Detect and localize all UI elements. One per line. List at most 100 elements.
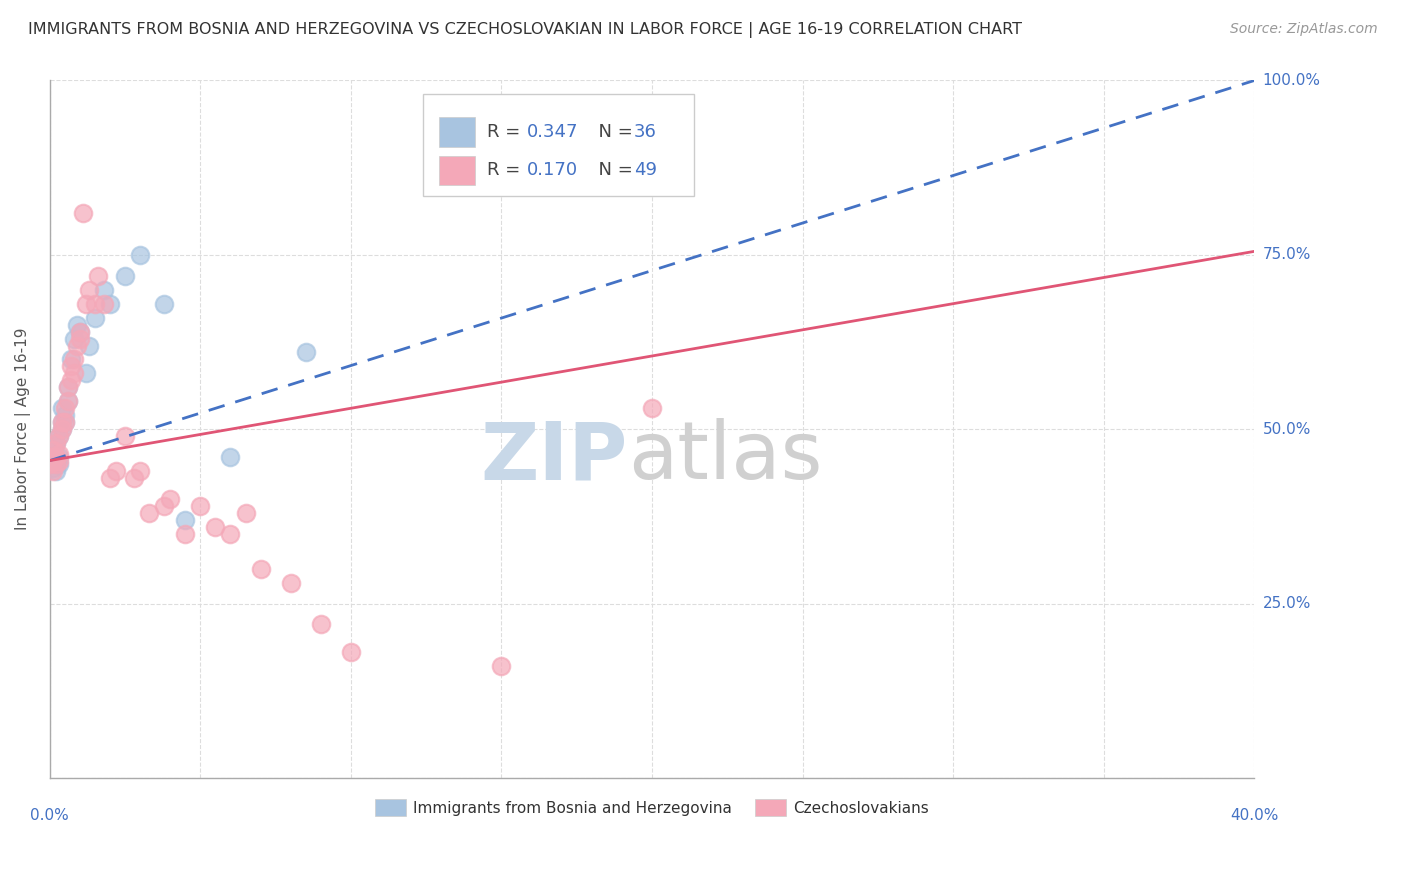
Text: 75.0%: 75.0%	[1263, 247, 1310, 262]
Point	[59, 373, 82, 387]
Point	[66, 338, 89, 352]
Point	[122, 471, 145, 485]
Point	[42, 453, 65, 467]
Y-axis label: In Labor Force | Age 16-19: In Labor Force | Age 16-19	[15, 328, 31, 531]
Text: N =: N =	[588, 123, 638, 141]
Point	[48, 450, 70, 464]
Point	[48, 453, 70, 467]
Point	[188, 499, 211, 513]
Point	[45, 457, 67, 471]
Point	[75, 367, 97, 381]
Point	[48, 429, 70, 443]
Point	[491, 659, 513, 673]
Point	[77, 338, 100, 352]
Point	[219, 450, 242, 464]
Text: IMMIGRANTS FROM BOSNIA AND HERZEGOVINA VS CZECHOSLOVAKIAN IN LABOR FORCE | AGE 1: IMMIGRANTS FROM BOSNIA AND HERZEGOVINA V…	[28, 22, 1022, 38]
Point	[114, 268, 136, 283]
Point	[42, 464, 65, 478]
Point	[59, 352, 82, 367]
Bar	[439, 156, 475, 186]
Point	[59, 359, 82, 374]
Point	[93, 283, 115, 297]
Point	[56, 380, 79, 394]
Point	[174, 513, 197, 527]
Point	[42, 443, 65, 458]
Legend: Immigrants from Bosnia and Herzegovina, Czechoslovakians: Immigrants from Bosnia and Herzegovina, …	[368, 793, 935, 822]
Point	[340, 645, 363, 659]
Point	[69, 325, 91, 339]
Point	[38, 457, 60, 471]
Text: 25.0%: 25.0%	[1263, 596, 1310, 611]
Point	[42, 447, 65, 461]
Point	[294, 345, 316, 359]
Point	[38, 450, 60, 464]
Point	[51, 415, 73, 429]
Point	[249, 562, 271, 576]
Text: atlas: atlas	[628, 418, 823, 496]
Bar	[439, 118, 475, 147]
Point	[45, 453, 67, 467]
Point	[63, 367, 86, 381]
Point	[45, 457, 67, 471]
Text: R =: R =	[486, 161, 526, 179]
Point	[56, 380, 79, 394]
Point	[56, 394, 79, 409]
Text: 50.0%: 50.0%	[1263, 422, 1310, 437]
Point	[159, 491, 181, 506]
Point	[53, 409, 76, 423]
Point	[98, 471, 121, 485]
Point	[63, 352, 86, 367]
Text: ZIP: ZIP	[481, 418, 628, 496]
Point	[98, 296, 121, 310]
Point	[75, 296, 97, 310]
Text: 40.0%: 40.0%	[1230, 808, 1278, 823]
Point	[48, 429, 70, 443]
Point	[48, 447, 70, 461]
Text: 0.0%: 0.0%	[31, 808, 69, 823]
Point	[45, 464, 67, 478]
Point	[42, 453, 65, 467]
Point	[280, 575, 302, 590]
Point	[77, 283, 100, 297]
Point	[105, 464, 128, 478]
Point	[66, 318, 89, 332]
Point	[153, 499, 176, 513]
Point	[219, 526, 242, 541]
Point	[174, 526, 197, 541]
Text: N =: N =	[588, 161, 638, 179]
Point	[153, 296, 176, 310]
Point	[42, 460, 65, 475]
Point	[114, 429, 136, 443]
Point	[204, 520, 226, 534]
Point	[641, 401, 664, 416]
Point	[45, 450, 67, 464]
Point	[38, 453, 60, 467]
Point	[84, 310, 107, 325]
Text: 36: 36	[634, 123, 657, 141]
FancyBboxPatch shape	[423, 95, 695, 195]
Text: 100.0%: 100.0%	[1263, 73, 1320, 88]
Point	[51, 422, 73, 436]
Point	[51, 415, 73, 429]
Point	[69, 325, 91, 339]
Point	[45, 436, 67, 450]
Point	[63, 332, 86, 346]
Point	[93, 296, 115, 310]
Point	[42, 440, 65, 454]
Point	[51, 422, 73, 436]
Point	[72, 206, 94, 220]
Point	[48, 457, 70, 471]
Text: 0.170: 0.170	[527, 161, 578, 179]
Text: R =: R =	[486, 123, 526, 141]
Point	[309, 617, 332, 632]
Point	[53, 415, 76, 429]
Point	[56, 394, 79, 409]
Point	[38, 450, 60, 464]
Point	[84, 296, 107, 310]
Point	[69, 332, 91, 346]
Point	[138, 506, 160, 520]
Text: 0.347: 0.347	[527, 123, 578, 141]
Point	[38, 443, 60, 458]
Point	[45, 436, 67, 450]
Point	[235, 506, 257, 520]
